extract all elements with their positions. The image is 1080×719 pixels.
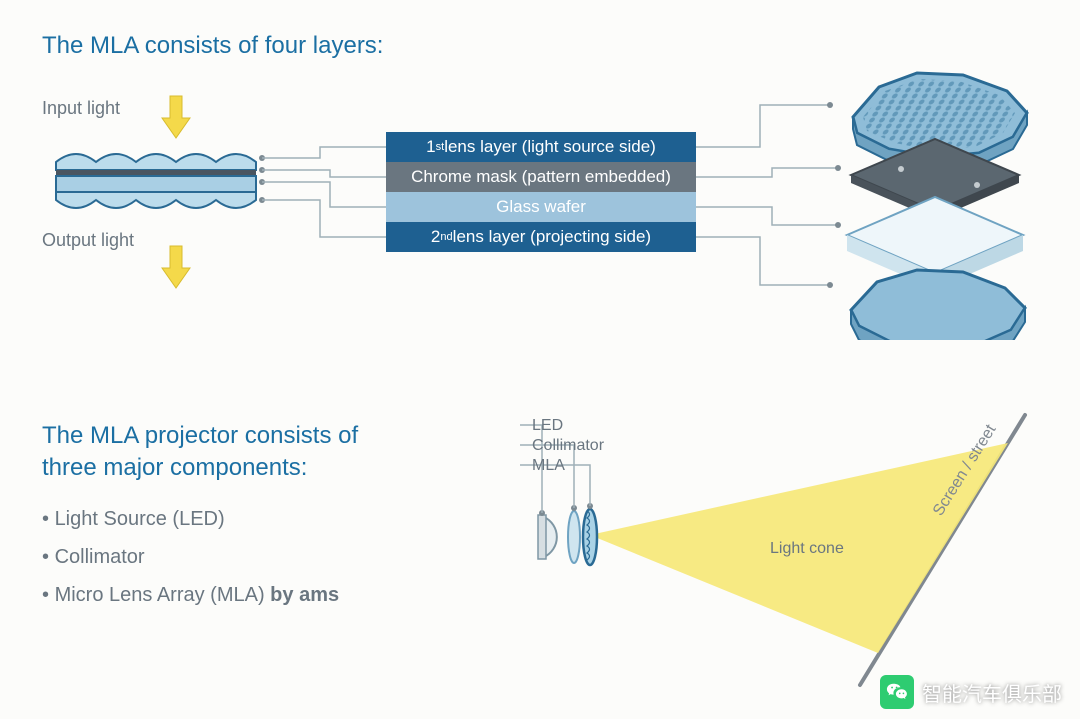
- light-cone-label: Light cone: [770, 540, 844, 558]
- section2-heading-l1: The MLA projector consists of: [42, 422, 358, 449]
- bullet-collimator: Collimator: [42, 538, 339, 576]
- wechat-icon: [880, 675, 914, 709]
- mla-label: MLA: [532, 457, 565, 475]
- bullet-mla-bold: by ams: [270, 584, 339, 606]
- section2-heading: The MLA projector consists of three majo…: [42, 420, 358, 485]
- watermark-text: 智能汽车俱乐部: [922, 678, 1062, 707]
- bullet-led: Light Source (LED): [42, 500, 339, 538]
- watermark: 智能汽车俱乐部: [880, 675, 1062, 709]
- led-label: LED: [532, 417, 563, 435]
- section2-heading-l2: three major components:: [42, 454, 307, 481]
- collimator-label: Collimator: [532, 437, 604, 455]
- bullet-collimator-text: Collimator: [55, 546, 145, 568]
- bullet-led-text: Light Source (LED): [55, 508, 225, 530]
- component-bullets: Light Source (LED) Collimator Micro Lens…: [42, 500, 339, 614]
- bullet-mla: Micro Lens Array (MLA) by ams: [42, 576, 339, 614]
- bullet-mla-text: Micro Lens Array (MLA): [55, 584, 271, 606]
- iso-layer-stack: [820, 50, 1050, 340]
